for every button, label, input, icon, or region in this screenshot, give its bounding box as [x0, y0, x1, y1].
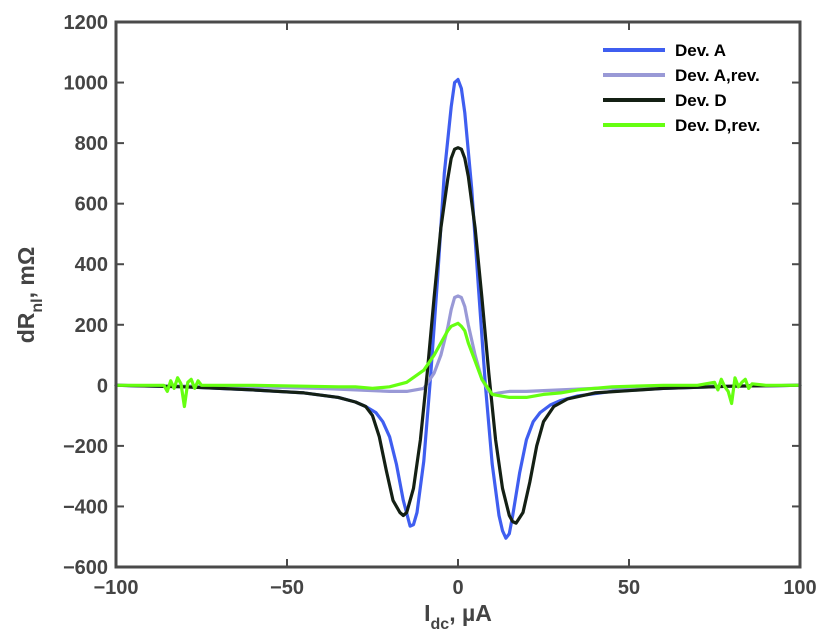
y-tick-label: 200 — [75, 315, 108, 337]
legend-label-1: Dev. A — [675, 41, 726, 60]
y-tick-label: 400 — [75, 254, 108, 276]
series-layer — [114, 77, 802, 540]
series-line-4 — [114, 321, 802, 409]
legend-label-2: Dev. A,rev. — [675, 66, 760, 85]
y-tick-label: 600 — [75, 194, 108, 216]
y-tick-label: 800 — [75, 133, 108, 155]
x-axis-label-sub: dc — [431, 616, 450, 633]
y-tick-label: −600 — [63, 557, 108, 579]
plot-frame — [114, 20, 802, 569]
series-line-3 — [114, 146, 802, 525]
y-tick-label: 1200 — [64, 12, 109, 34]
x-tick-label: 100 — [783, 577, 816, 599]
y-axis-label-main: dR — [13, 312, 39, 343]
y-axis-label: dRnl, mΩ — [13, 247, 46, 344]
y-axis-label-rest: , mΩ — [13, 247, 39, 299]
legend-label-4: Dev. D,rev. — [675, 116, 760, 135]
ticks-layer: −100 −50 0 50 100 −600 −400 −200 0 200 400 600 800 10… — [63, 12, 817, 599]
series-line-1 — [114, 77, 802, 540]
legend-label-3: Dev. D — [675, 91, 727, 110]
series-line-2 — [114, 294, 802, 396]
y-axis-label-sub: nl — [29, 298, 46, 312]
x-axis-label-main: I — [424, 600, 430, 626]
x-tick-label: 50 — [618, 577, 640, 599]
x-tick-label: −50 — [270, 577, 304, 599]
x-axis-label-rest: , µA — [449, 600, 492, 626]
x-tick-label: −100 — [93, 577, 138, 599]
y-tick-label: 1000 — [64, 73, 109, 95]
legend: Dev. A Dev. A,rev. Dev. D Dev. D,rev. — [603, 41, 760, 135]
y-tick-label: −400 — [63, 496, 108, 518]
y-tick-label: 0 — [97, 375, 108, 397]
y-tick-label: −200 — [63, 436, 108, 458]
x-axis-label: Idc, µA — [424, 600, 492, 633]
x-tick-label: 0 — [452, 577, 463, 599]
